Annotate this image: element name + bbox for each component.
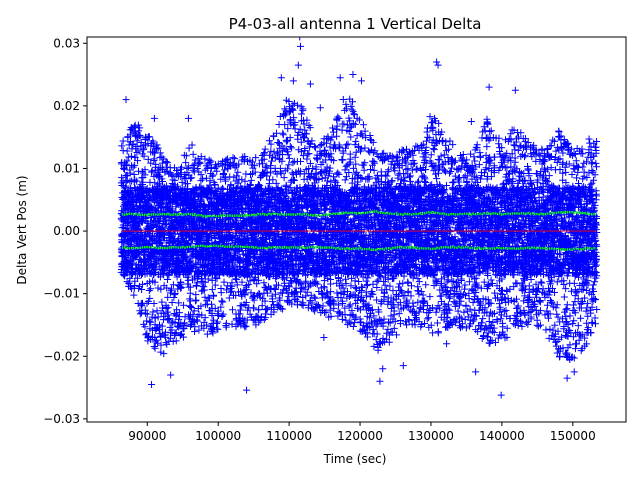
data-point [231, 155, 238, 162]
data-point [169, 299, 176, 306]
data-point [313, 155, 320, 162]
data-point [273, 180, 280, 187]
data-point [146, 287, 153, 294]
data-point [151, 343, 158, 350]
data-point [219, 298, 226, 305]
data-point [299, 107, 306, 114]
data-point [294, 102, 301, 109]
data-point [192, 291, 199, 298]
data-point [170, 281, 177, 288]
data-point [187, 290, 194, 297]
data-point [319, 303, 326, 310]
data-point [250, 305, 257, 312]
data-point [209, 286, 216, 293]
data-point [199, 175, 206, 182]
data-point [335, 301, 342, 308]
data-point [168, 285, 175, 292]
data-point [302, 292, 309, 299]
data-point [219, 185, 226, 192]
data-point [131, 171, 138, 178]
data-point [131, 162, 138, 169]
data-point [255, 306, 262, 313]
data-point [338, 156, 345, 163]
data-point [186, 145, 193, 152]
data-point [279, 130, 286, 137]
data-point [201, 294, 208, 301]
data-point [269, 176, 276, 183]
data-point [149, 167, 156, 174]
data-point [193, 283, 200, 290]
data-point [143, 318, 150, 325]
data-point [218, 298, 225, 305]
chart-title: P4-03-all antenna 1 Vertical Delta [229, 15, 482, 33]
data-point [120, 137, 127, 144]
data-point [214, 318, 221, 325]
data-point [340, 120, 347, 127]
data-point [118, 142, 125, 149]
plot-area [118, 34, 600, 399]
data-point [164, 276, 171, 283]
data-point [266, 137, 273, 144]
data-point [210, 317, 217, 324]
data-point [264, 305, 271, 312]
data-point [322, 147, 329, 154]
data-point [153, 141, 160, 148]
data-point [342, 176, 349, 183]
data-point [286, 155, 293, 162]
data-point [298, 110, 305, 117]
data-point [158, 299, 165, 306]
data-point [334, 169, 341, 176]
data-point [241, 323, 248, 330]
data-point [288, 144, 295, 151]
data-point [147, 285, 154, 292]
data-point [333, 133, 340, 140]
data-point [289, 169, 296, 176]
data-point [229, 306, 236, 313]
data-point [189, 142, 196, 149]
data-point [260, 151, 267, 158]
data-point [272, 286, 279, 293]
data-point [333, 290, 340, 297]
data-point [186, 302, 193, 309]
data-point [248, 177, 255, 184]
data-point [130, 292, 137, 299]
data-point [221, 279, 228, 286]
data-point [212, 282, 219, 289]
data-point [282, 111, 289, 118]
blue-plus-markers [118, 34, 600, 399]
data-point [280, 131, 287, 138]
data-point [268, 158, 275, 165]
data-point [267, 141, 274, 148]
data-point [284, 125, 291, 132]
